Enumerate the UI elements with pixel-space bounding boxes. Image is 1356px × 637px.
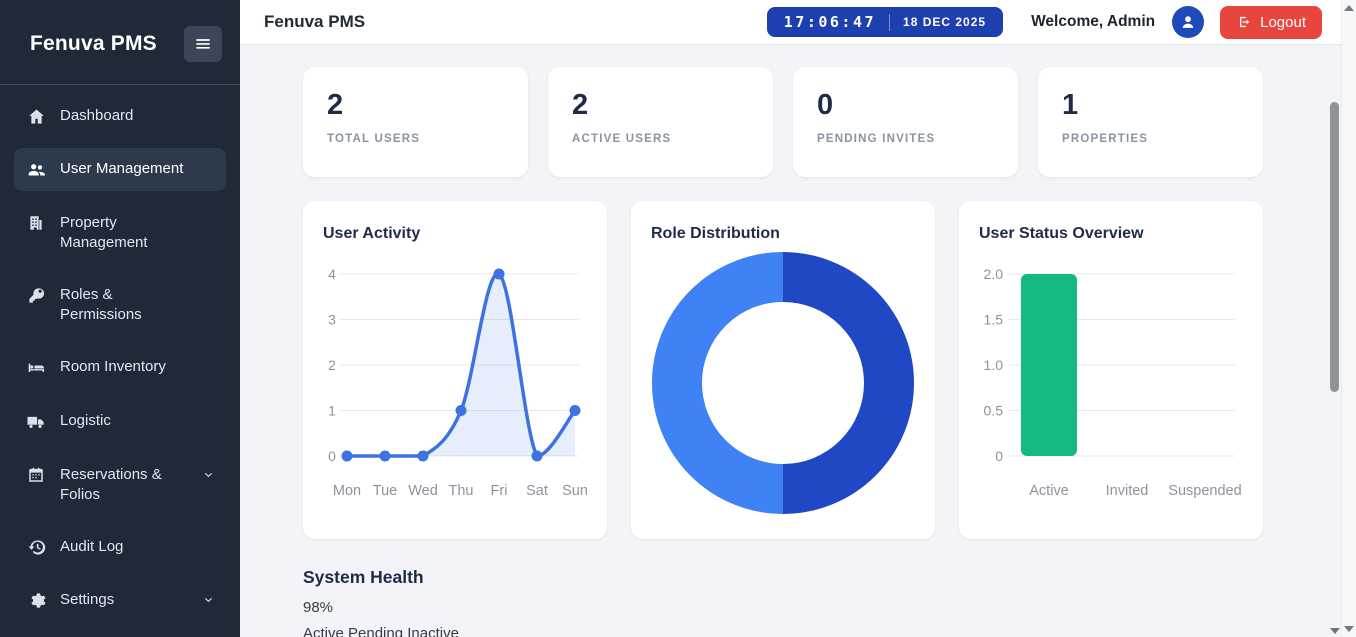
system-health-section: System Health 98% Active Pending Inactiv…	[303, 567, 1263, 637]
stat-card-pending-invites: 0 PENDING INVITES	[793, 67, 1018, 177]
page-title: Fenuva PMS	[264, 12, 366, 31]
svg-text:1: 1	[328, 403, 336, 419]
system-health-value: 98%	[303, 599, 334, 616]
svg-text:Thu: Thu	[449, 483, 474, 499]
stat-label: PENDING INVITES	[817, 133, 936, 145]
svg-text:0: 0	[328, 448, 336, 464]
stat-label: ACTIVE USERS	[572, 133, 672, 145]
clock-separator	[889, 13, 891, 31]
user-status-card: User Status Overview 0 0.5 1.0 1.5 2.0 Active…	[959, 201, 1263, 539]
stat-value: 0	[817, 89, 834, 121]
role-distribution-card: Role Distribution	[631, 201, 935, 539]
stat-label: TOTAL USERS	[327, 133, 421, 145]
sidebar-item-logistic[interactable]: Logistic	[14, 400, 226, 443]
clock-date: 18 DEC 2025	[903, 15, 987, 29]
sidebar-item-property-management[interactable]: Property Management	[14, 202, 226, 263]
stat-value: 1	[1062, 89, 1079, 121]
calendar-icon	[26, 466, 46, 484]
key-icon	[26, 286, 46, 305]
scroll-down-icon[interactable]	[1329, 628, 1340, 634]
svg-text:Fri: Fri	[491, 483, 508, 499]
svg-text:Tue: Tue	[373, 483, 397, 499]
content-scrollbar[interactable]	[1328, 45, 1341, 637]
top-bar: Fenuva PMS 17:06:47 18 DEC 2025 Welcome,…	[240, 0, 1356, 45]
stat-card-properties: 1 PROPERTIES	[1038, 67, 1263, 177]
chevron-down-icon	[201, 468, 216, 489]
logout-icon	[1236, 14, 1252, 30]
sidebar-item-dashboard[interactable]: Dashboard	[14, 95, 226, 137]
user-status-chart: 0 0.5 1.0 1.5 2.0 Active Invited Suspended	[984, 266, 1242, 499]
sidebar-item-audit-log[interactable]: Audit Log	[14, 526, 226, 568]
svg-text:Wed: Wed	[408, 483, 438, 499]
clock-time: 17:06:47	[783, 13, 877, 31]
chevron-down-icon	[201, 593, 216, 614]
svg-text:3: 3	[328, 312, 336, 328]
sidebar-toggle-button[interactable]	[184, 26, 222, 62]
chart-title: User Status Overview	[979, 225, 1144, 242]
content-scrollbar-thumb[interactable]	[1330, 102, 1339, 392]
sidebar-item-roles-permissions[interactable]: Roles & Permissions	[14, 274, 226, 335]
svg-text:4: 4	[328, 266, 336, 282]
charts-row: User Activity 0 1 2 3 4 Mon Tue Wed Thu Fri Sat Sun…	[303, 201, 1263, 539]
app-logo: Fenuva PMS	[30, 32, 157, 55]
building-icon	[26, 214, 46, 232]
chart-title: Role Distribution	[651, 225, 780, 242]
stat-label: PROPERTIES	[1062, 133, 1149, 145]
svg-text:0.5: 0.5	[984, 403, 1004, 419]
sidebar-header: Fenuva PMS	[0, 0, 240, 84]
window-scrollbar[interactable]	[1341, 0, 1356, 637]
stat-value: 2	[572, 89, 589, 121]
logout-button[interactable]: Logout	[1220, 5, 1322, 39]
system-health-legend: Active Pending Inactive	[303, 625, 459, 637]
users-icon	[26, 160, 46, 180]
home-icon	[26, 107, 46, 126]
person-icon	[1179, 13, 1197, 31]
svg-text:Sun: Sun	[562, 483, 587, 499]
sidebar-nav: Dashboard User Management Property Manag…	[0, 85, 240, 631]
sidebar-item-settings[interactable]: Settings	[14, 579, 226, 621]
svg-text:Mon: Mon	[333, 483, 361, 499]
role-distribution-chart	[652, 252, 914, 514]
main-content: 2 TOTAL USERS 2 ACTIVE USERS 0 PENDING I…	[240, 45, 1342, 637]
stat-value: 2	[327, 89, 344, 121]
svg-text:2.0: 2.0	[984, 266, 1004, 282]
chart-title: User Activity	[323, 225, 421, 242]
svg-text:Suspended: Suspended	[1168, 483, 1241, 499]
sidebar-item-reservations-folios[interactable]: Reservations & Folios	[14, 454, 226, 515]
svg-text:Invited: Invited	[1106, 483, 1149, 499]
truck-icon	[26, 412, 46, 432]
header-right-group: 17:06:47 18 DEC 2025 Welcome, Admin Logo…	[766, 5, 1322, 39]
sidebar-item-room-inventory[interactable]: Room Inventory	[14, 346, 226, 389]
system-health-title: System Health	[303, 567, 424, 587]
scroll-up-icon[interactable]	[1344, 5, 1354, 11]
stat-card-total-users: 2 TOTAL USERS	[303, 67, 528, 177]
svg-text:0: 0	[995, 448, 1003, 464]
sidebar-item-user-management[interactable]: User Management	[14, 148, 226, 191]
user-avatar[interactable]	[1172, 6, 1205, 38]
user-activity-chart: 0 1 2 3 4 Mon Tue Wed Thu Fri Sat Sun	[328, 266, 587, 499]
sidebar: Fenuva PMS Dashboard User Management Pro…	[0, 0, 240, 637]
clock-badge: 17:06:47 18 DEC 2025	[766, 7, 1004, 37]
sidebar-divider	[0, 84, 240, 85]
gear-icon	[26, 591, 46, 610]
svg-text:Active: Active	[1029, 483, 1069, 499]
stats-row: 2 TOTAL USERS 2 ACTIVE USERS 0 PENDING I…	[303, 67, 1263, 177]
svg-text:Sat: Sat	[526, 483, 548, 499]
hamburger-icon	[193, 34, 213, 54]
bed-icon	[26, 358, 46, 378]
scroll-down-icon[interactable]	[1344, 626, 1354, 632]
user-activity-card: User Activity 0 1 2 3 4 Mon Tue Wed Thu Fri Sat Sun	[303, 201, 607, 539]
svg-text:1.5: 1.5	[984, 312, 1004, 328]
stat-card-active-users: 2 ACTIVE USERS	[548, 67, 773, 177]
welcome-text: Welcome, Admin	[1031, 13, 1156, 30]
svg-text:1.0: 1.0	[984, 357, 1004, 373]
history-icon	[26, 538, 46, 557]
svg-text:2: 2	[328, 357, 336, 373]
